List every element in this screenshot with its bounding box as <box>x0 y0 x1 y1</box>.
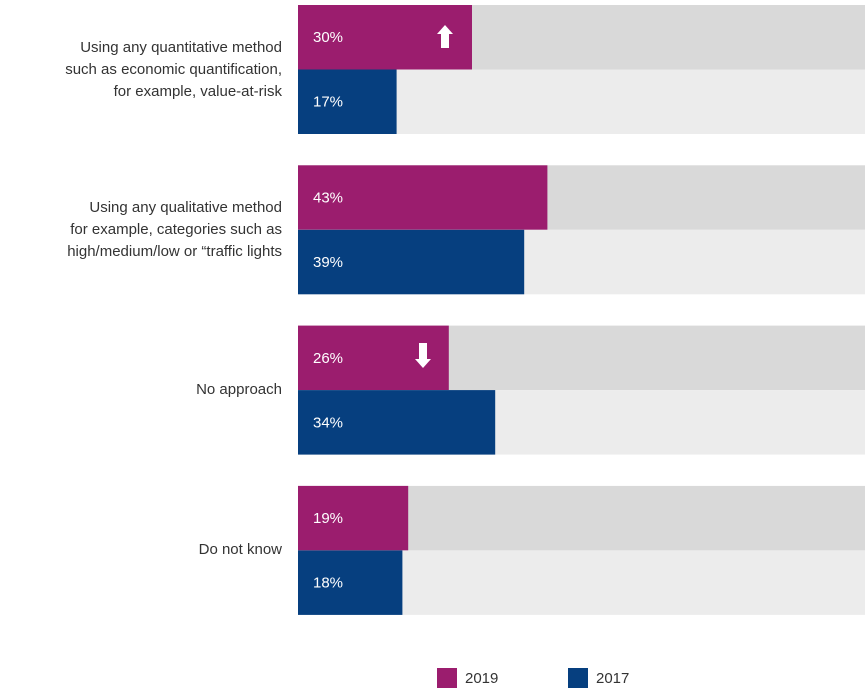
value-label: 34% <box>313 414 343 431</box>
bar <box>298 550 403 615</box>
bar <box>298 485 409 551</box>
value-label: 39% <box>313 254 343 271</box>
legend-swatch <box>568 668 588 688</box>
bar <box>298 229 525 295</box>
bar <box>298 165 548 230</box>
category-label: Using any quantitative method such as ec… <box>65 38 282 100</box>
arrow-up <box>437 25 453 48</box>
value-label: 18% <box>313 575 343 592</box>
value-label: 26% <box>313 350 343 367</box>
value-label: 43% <box>313 190 343 207</box>
category-label: Do not know <box>198 541 282 559</box>
category-label: Using any qualitative method for example… <box>67 198 282 260</box>
legend-label: 2017 <box>596 670 629 687</box>
bar <box>298 69 397 134</box>
legend-swatch <box>437 668 457 688</box>
legend-label: 2019 <box>465 670 498 687</box>
value-label: 17% <box>313 94 343 111</box>
value-label: 30% <box>313 29 343 46</box>
arrow-down <box>415 343 431 368</box>
value-label: 19% <box>313 510 343 527</box>
bar <box>298 390 496 455</box>
category-label: No approach <box>196 381 282 399</box>
